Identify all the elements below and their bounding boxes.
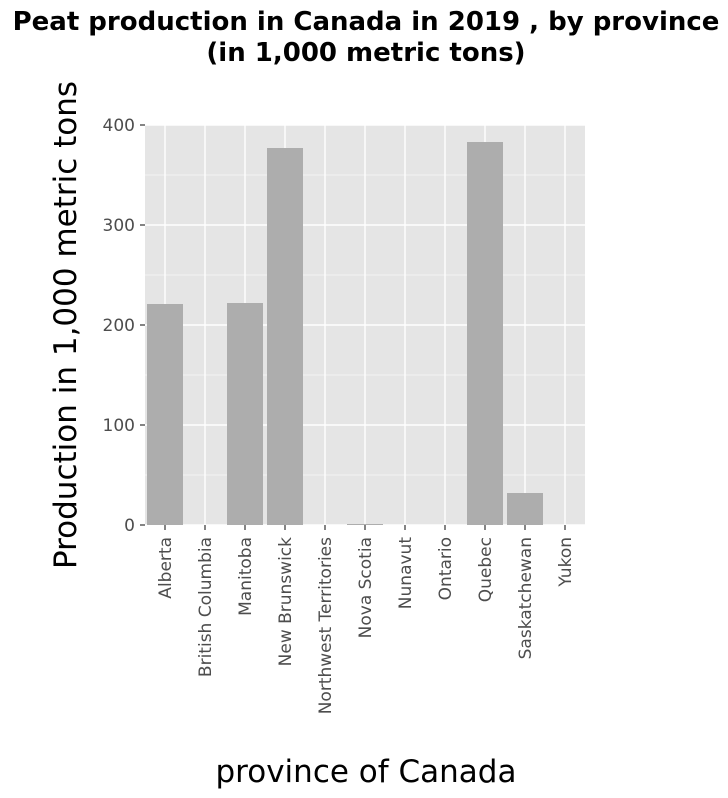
x-tick-label: Nova Scotia (356, 537, 376, 638)
x-tick-label: Yukon (556, 537, 576, 588)
x-axis-title: province of Canada (216, 754, 517, 790)
x-axis: Alberta British Columbia Manitoba New Bruns… (156, 525, 576, 714)
x-tick-label: Nunavut (396, 537, 416, 610)
y-tick-label: 0 (124, 516, 135, 536)
y-tick-label: 200 (103, 316, 135, 336)
x-tick-label: Saskatchewan (516, 537, 536, 659)
bar-quebec (467, 142, 503, 525)
x-tick-label: Ontario (436, 537, 456, 600)
x-tick-label: Northwest Territories (316, 537, 336, 714)
x-tick-label: Alberta (156, 537, 176, 599)
bar-manitoba (227, 303, 263, 525)
y-tick-label: 400 (103, 116, 135, 136)
x-tick-label: New Brunswick (276, 537, 296, 667)
chart-subtitle: (in 1,000 metric tons) (206, 38, 525, 68)
bar-alberta (147, 304, 183, 525)
y-tick-label: 300 (103, 216, 135, 236)
y-tick-label: 100 (103, 416, 135, 436)
bar-new-brunswick (267, 148, 303, 525)
bar-saskatchewan (507, 493, 543, 525)
y-axis-title: Production in 1,000 metric tons (48, 81, 84, 569)
bar-nova-scotia (347, 524, 383, 525)
chart-title: Peat production in Canada in 2019 , by p… (13, 7, 720, 37)
x-tick-label: Manitoba (236, 537, 256, 616)
x-tick-label: Quebec (476, 537, 496, 602)
y-axis: 0 100 200 300 400 (103, 116, 145, 536)
x-tick-label: British Columbia (196, 537, 216, 677)
